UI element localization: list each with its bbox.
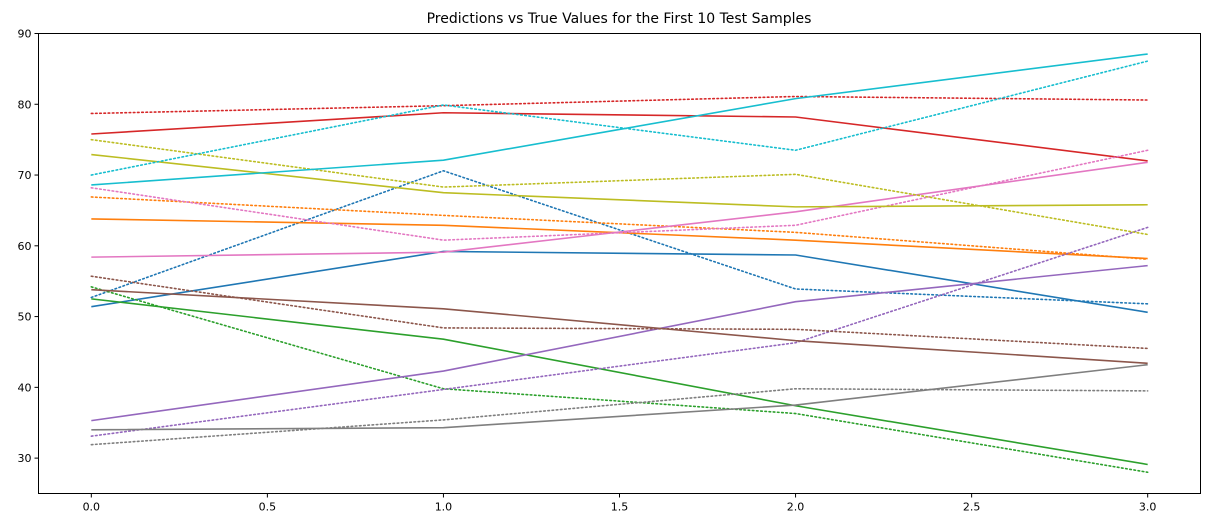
y-tick-label: 70: [18, 169, 32, 182]
series-line-16: [91, 153, 1148, 208]
y-tick-label: 50: [18, 311, 32, 324]
series-line-8: [91, 264, 1148, 422]
series-line-14: [91, 363, 1148, 431]
y-tick-label: 40: [18, 381, 32, 394]
series-line-9: [90, 226, 1149, 437]
y-tick-label: 80: [18, 98, 32, 111]
series-line-10: [91, 288, 1148, 365]
x-tick-label: 3.0: [1139, 501, 1157, 514]
chart-title: Predictions vs True Values for the First…: [427, 11, 812, 27]
series-line-12: [91, 161, 1148, 258]
x-tick-label: 0.0: [83, 501, 101, 514]
x-tick-label: 1.5: [611, 501, 629, 514]
series-line-17: [90, 138, 1149, 236]
y-axis: 30 40 50 60 70 80 90: [18, 28, 39, 465]
series-line-11: [90, 275, 1149, 350]
series-line-15: [90, 387, 1149, 446]
series-line-19: [90, 60, 1149, 176]
series-line-1: [90, 169, 1149, 305]
x-tick-label: 1.0: [435, 501, 453, 514]
x-tick-label: 2.0: [787, 501, 805, 514]
series-line-4: [91, 298, 1148, 466]
series-line-5: [90, 286, 1149, 474]
series-line-13: [90, 149, 1149, 241]
y-tick-label: 60: [18, 240, 32, 253]
x-tick-label: 0.5: [259, 501, 277, 514]
y-tick-label: 90: [18, 28, 32, 41]
series-line-18: [91, 53, 1148, 186]
y-tick-label: 30: [18, 452, 32, 465]
series-line-6: [91, 111, 1148, 162]
plot-frame: [38, 33, 1201, 494]
x-axis: 0.0 0.5 1.0 1.5 2.0 2.5 3.0: [83, 493, 1157, 514]
series-line-7: [90, 95, 1149, 115]
series-line-3: [90, 196, 1149, 261]
series-layer: [90, 53, 1149, 474]
x-tick-label: 2.5: [963, 501, 981, 514]
